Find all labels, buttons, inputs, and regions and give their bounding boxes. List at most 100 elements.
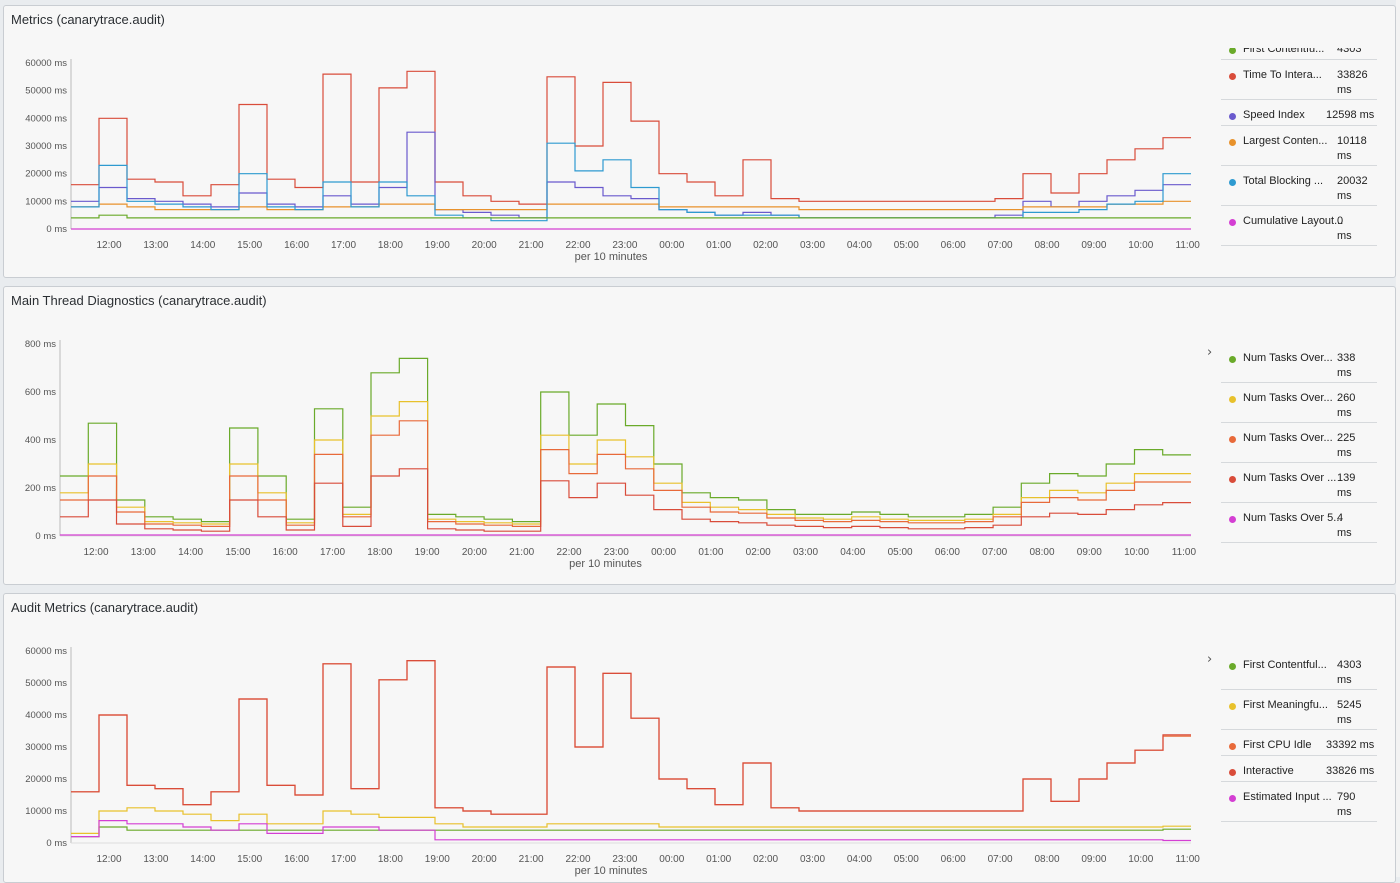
legend-series-value: 338 [1337, 352, 1356, 364]
x-tick-label: 02:00 [753, 854, 778, 865]
x-tick-label: 16:00 [273, 547, 298, 558]
y-tick-label: 200 ms [25, 483, 56, 494]
x-tick-label: 05:00 [894, 240, 919, 251]
y-tick-label: 20000 ms [25, 774, 67, 785]
x-tick-label: 13:00 [143, 854, 168, 865]
x-tick-label: 19:00 [425, 240, 450, 251]
x-tick-label: 12:00 [96, 240, 121, 251]
metrics-chart: 0 ms 10000 ms 20000 ms 30000 ms 40000 ms 5000… [25, 58, 1200, 263]
legend-item[interactable]: First Contentfu... 4303 ms [1221, 48, 1377, 60]
x-tick-label: 14:00 [178, 547, 203, 558]
x-tick-label: 15:00 [237, 240, 262, 251]
legend-series-value: 0 [1337, 215, 1344, 227]
x-tick-label: 00:00 [659, 240, 684, 251]
x-tick-label: 08:00 [1034, 854, 1059, 865]
legend-item[interactable]: First Meaningfu... 5245 ms [1221, 690, 1377, 730]
metrics-legend: First Contentfu...4303msTime To Intera..… [1221, 48, 1377, 246]
x-tick-label: 22:00 [556, 547, 581, 558]
legend-color-dot [1229, 476, 1236, 483]
chevron-right-icon[interactable]: › [1207, 345, 1213, 360]
x-tick-label: 17:00 [331, 240, 356, 251]
x-tick-label: 10:00 [1128, 240, 1153, 251]
legend-color-dot [1229, 179, 1236, 186]
legend-series-name: Cumulative Layout... [1243, 215, 1344, 227]
x-tick-label: 02:00 [746, 547, 771, 558]
legend-item[interactable]: Cumulative Layout... 0 ms [1221, 206, 1377, 246]
x-tick-label: 04:00 [847, 854, 872, 865]
series-line [71, 660, 1191, 815]
legend-item[interactable]: Time To Intera... 33826 ms [1221, 60, 1377, 100]
x-tick-label: 10:00 [1124, 547, 1149, 558]
x-tick-label: 19:00 [425, 854, 450, 865]
legend-item[interactable]: Num Tasks Over 5... 4 ms [1221, 503, 1377, 543]
x-tick-label: 14:00 [190, 854, 215, 865]
main-thread-chart: 0 ms 200 ms 400 ms 600 ms 800 ms 12:00 13:00 14… [25, 339, 1197, 570]
legend-color-dot [1229, 48, 1236, 54]
x-tick-label: 05:00 [888, 547, 913, 558]
series-line [71, 820, 1191, 842]
legend-item[interactable]: Largest Conten... 10118 ms [1221, 126, 1377, 166]
legend-color-dot [1229, 436, 1236, 443]
y-tick-label: 50000 ms [25, 86, 67, 97]
x-tick-label: 03:00 [800, 854, 825, 865]
legend-series-name: Interactive [1243, 765, 1294, 777]
window-edge [1396, 0, 1400, 877]
legend-color-dot [1229, 516, 1236, 523]
series-line [71, 70, 1191, 205]
x-tick-label: 11:00 [1176, 854, 1201, 865]
x-tick-label: 23:00 [604, 547, 629, 558]
legend-series-unit: ms [1337, 84, 1352, 96]
x-tick-label: 01:00 [698, 547, 723, 558]
main-thread-panel: Main Thread Diagnostics (canarytrace.aud… [3, 286, 1396, 585]
legend-series-name: Num Tasks Over... [1243, 392, 1333, 404]
legend-item[interactable]: Interactive 33826 ms [1221, 756, 1377, 782]
x-tick-label: 18:00 [378, 240, 403, 251]
x-tick-label: 07:00 [988, 240, 1013, 251]
x-tick-label: 00:00 [659, 854, 684, 865]
legend-series-unit: ms [1337, 527, 1352, 539]
legend-item[interactable]: First CPU Idle 33392 ms [1221, 730, 1377, 756]
y-tick-label: 30000 ms [25, 742, 67, 753]
y-tick-label: 40000 ms [25, 113, 67, 124]
x-tick-label: 23:00 [612, 854, 637, 865]
legend-color-dot [1229, 139, 1236, 146]
legend-item[interactable]: Estimated Input ... 790 ms [1221, 782, 1377, 822]
chevron-right-icon[interactable]: › [1207, 652, 1213, 667]
x-tick-label: 20:00 [472, 854, 497, 865]
legend-series-name: First CPU Idle [1243, 739, 1312, 751]
legend-series-unit: ms [1337, 407, 1352, 419]
x-tick-label: 01:00 [706, 240, 731, 251]
legend-item[interactable]: Num Tasks Over ... 139 ms [1221, 463, 1377, 503]
series-line [60, 468, 1191, 532]
x-tick-label: 03:00 [793, 547, 818, 558]
x-tick-label: 16:00 [284, 854, 309, 865]
legend-series-unit: ms [1337, 150, 1352, 162]
y-tick-label: 600 ms [25, 387, 56, 398]
legend-series-unit: ms [1337, 58, 1352, 59]
legend-item[interactable]: Total Blocking ... 20032 ms [1221, 166, 1377, 206]
legend-series-name: Total Blocking ... [1243, 175, 1324, 187]
y-tick-label: 30000 ms [25, 141, 67, 152]
legend-item[interactable]: Num Tasks Over... 338 ms [1221, 343, 1377, 383]
x-tick-label: 18:00 [378, 854, 403, 865]
legend-item[interactable]: Num Tasks Over... 225 ms [1221, 423, 1377, 463]
legend-series-name: Largest Conten... [1243, 135, 1328, 147]
x-tick-label: 10:00 [1128, 854, 1153, 865]
legend-series-value: 790 [1337, 791, 1356, 803]
legend-item[interactable]: Speed Index 12598 ms [1221, 100, 1377, 126]
metrics-panel: Metrics (canarytrace.audit) 0 ms 10000 ms… [3, 5, 1396, 278]
legend-item[interactable]: Num Tasks Over... 260 ms [1221, 383, 1377, 423]
x-tick-label: 07:00 [988, 854, 1013, 865]
legend-item[interactable]: First Contentful... 4303 ms [1221, 650, 1377, 690]
legend-series-value: 4303 [1337, 48, 1362, 55]
legend-series-unit: ms [1337, 447, 1352, 459]
legend-series-name: Num Tasks Over 5... [1243, 512, 1343, 524]
y-tick-label: 0 ms [46, 224, 67, 235]
x-tick-label: 04:00 [840, 547, 865, 558]
legend-color-dot [1229, 113, 1236, 120]
x-tick-label: 17:00 [331, 854, 356, 865]
y-tick-label: 60000 ms [25, 58, 67, 69]
series-line [71, 807, 1191, 834]
x-tick-label: 18:00 [367, 547, 392, 558]
legend-color-dot [1229, 743, 1236, 750]
